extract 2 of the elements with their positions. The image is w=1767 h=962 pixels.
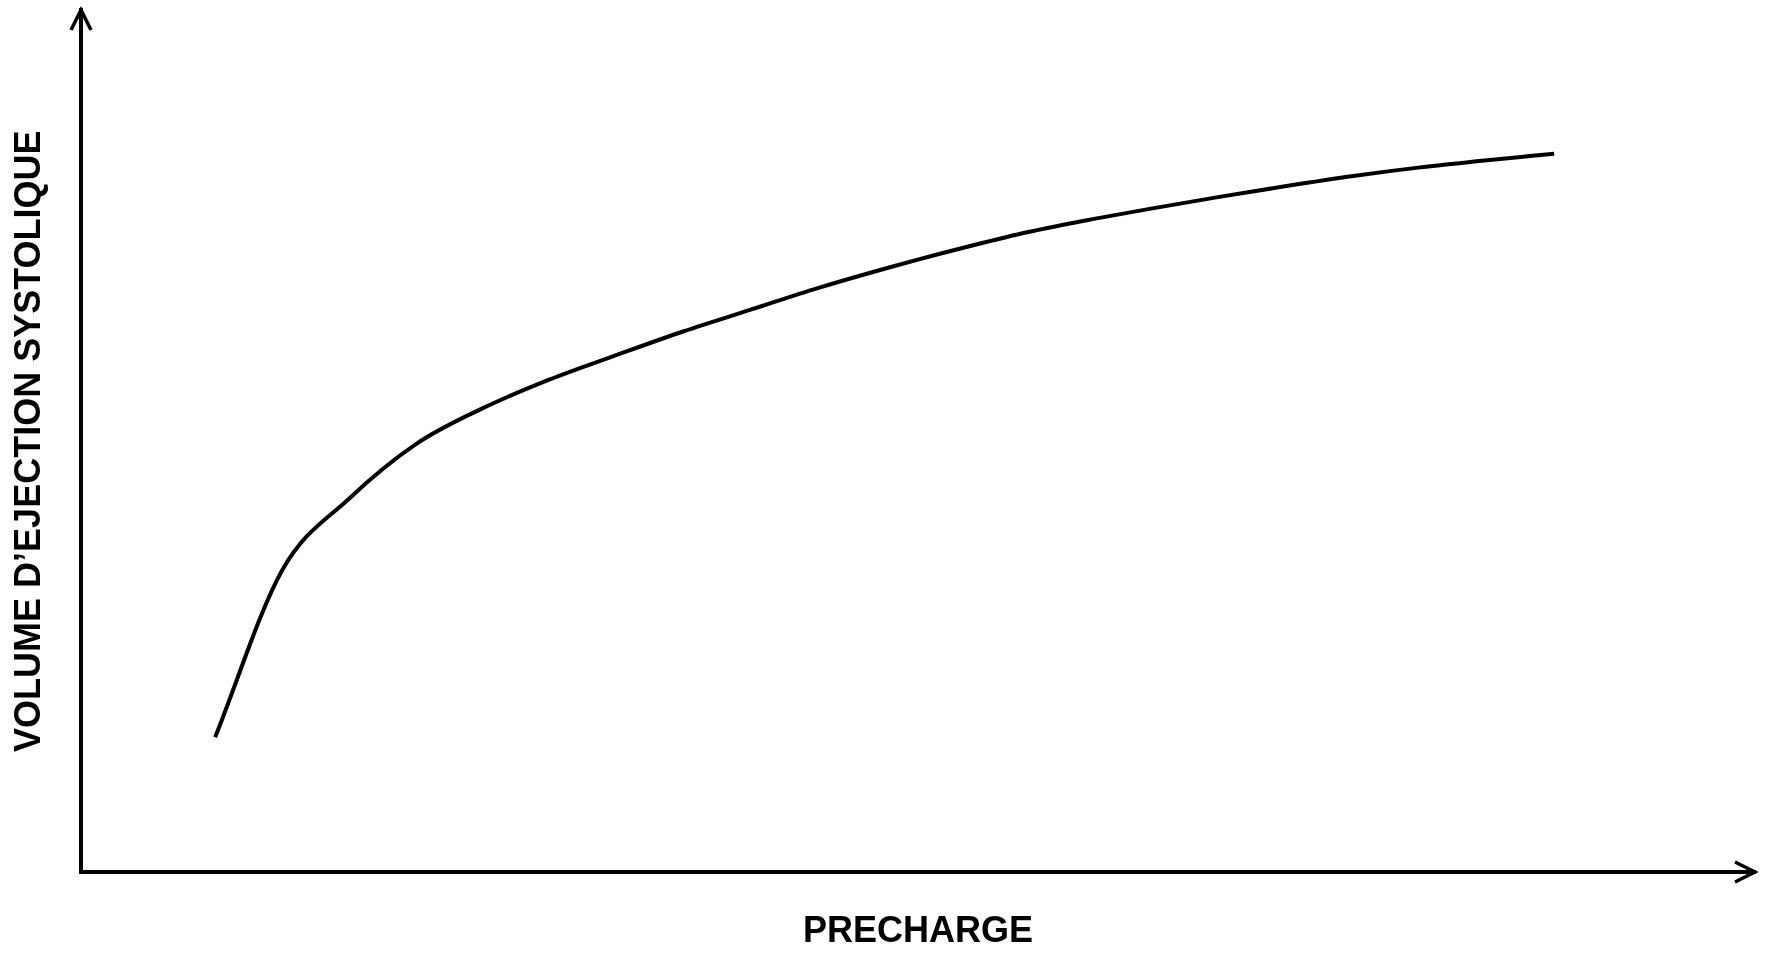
x-axis-title: PRECHARGE (803, 909, 1034, 951)
y-axis-title: VOLUME D’EJECTION SYSTOLIQUE (6, 130, 48, 752)
